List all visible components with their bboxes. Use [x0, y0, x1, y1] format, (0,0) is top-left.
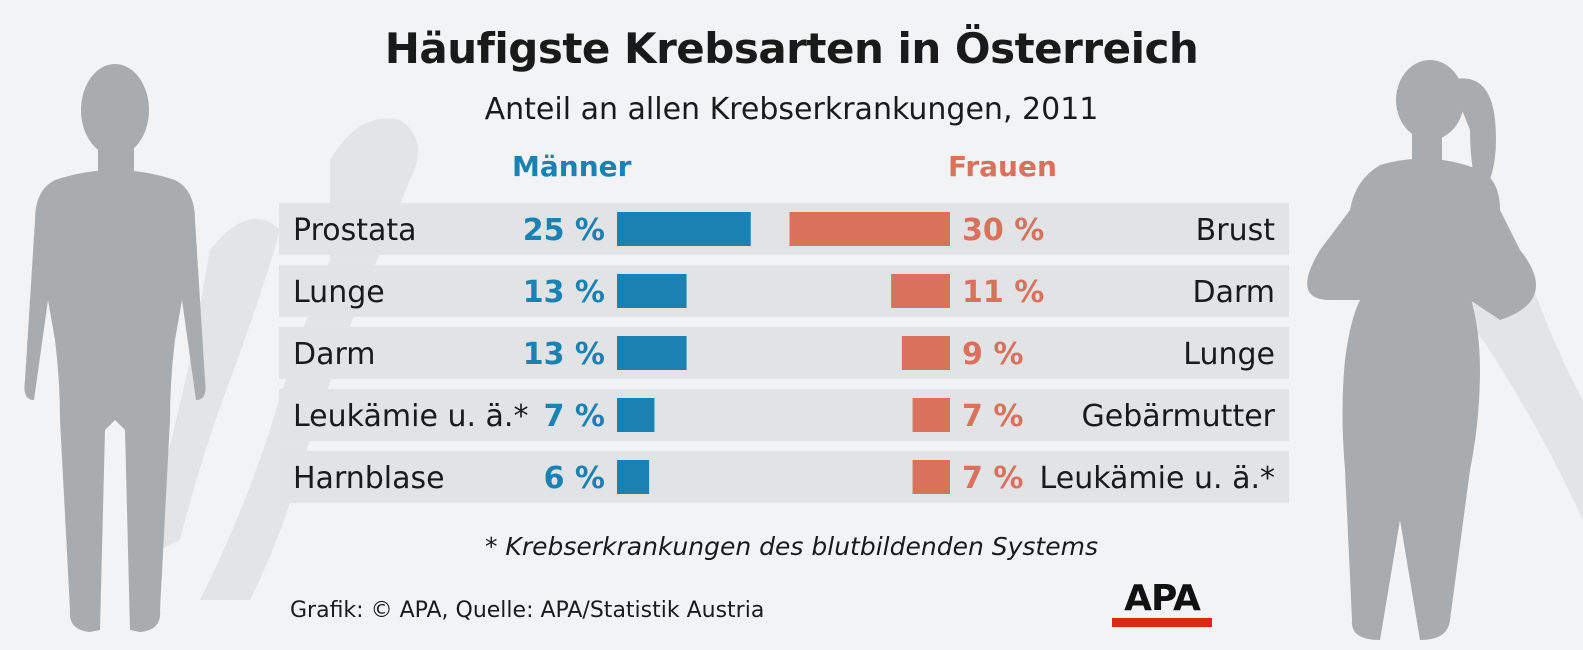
- apa-logo: APA: [1112, 578, 1212, 628]
- women-value-label: 9 %: [962, 337, 1023, 372]
- men-bar: [617, 460, 650, 494]
- men-group-label: Männer: [512, 150, 632, 183]
- women-value-label: 7 %: [962, 399, 1023, 434]
- women-bar: [901, 336, 950, 370]
- women-bar: [912, 460, 950, 494]
- men-value-label: 6 %: [544, 461, 605, 496]
- women-bar: [891, 274, 950, 308]
- row-band: [279, 203, 1289, 255]
- apa-logo-text: APA: [1124, 578, 1201, 619]
- apa-logo-bar: [1112, 618, 1212, 627]
- row-band: [279, 265, 1289, 317]
- women-bar: [912, 398, 950, 432]
- women-value-label: 11 %: [962, 275, 1044, 310]
- men-category-label: Darm: [293, 337, 376, 372]
- men-bar: [617, 336, 687, 370]
- men-bar: [617, 212, 751, 246]
- source-credit: Grafik: © APA, Quelle: APA/Statistik Aus…: [290, 598, 765, 623]
- women-category-label: Gebärmutter: [1082, 399, 1276, 434]
- women-category-label: Lunge: [1183, 337, 1275, 372]
- chart-title: Häufigste Krebsarten in Österreich: [384, 24, 1199, 73]
- women-value-label: 7 %: [962, 461, 1023, 496]
- women-category-label: Brust: [1196, 213, 1276, 248]
- row-band: [279, 327, 1289, 379]
- men-bar: [617, 274, 687, 308]
- women-group-label: Frauen: [948, 150, 1057, 183]
- men-bar: [617, 398, 655, 432]
- men-category-label: Prostata: [293, 213, 417, 248]
- chart-subtitle: Anteil an allen Krebserkrankungen, 2011: [484, 92, 1099, 127]
- man-silhouette: [24, 64, 206, 632]
- men-value-label: 13 %: [523, 337, 605, 372]
- row-band: [279, 389, 1289, 441]
- men-value-label: 13 %: [523, 275, 605, 310]
- woman-silhouette: [1307, 60, 1536, 641]
- women-category-label: Darm: [1192, 275, 1275, 310]
- women-bar: [789, 212, 950, 246]
- footnote: * Krebserkrankungen des blutbildenden Sy…: [484, 532, 1098, 561]
- men-value-label: 7 %: [544, 399, 605, 434]
- men-category-label: Leukämie u. ä.*: [293, 399, 528, 434]
- women-value-label: 30 %: [962, 213, 1044, 248]
- men-category-label: Harnblase: [293, 461, 445, 496]
- men-value-label: 25 %: [523, 213, 605, 248]
- men-category-label: Lunge: [293, 275, 385, 310]
- women-category-label: Leukämie u. ä.*: [1040, 461, 1275, 496]
- row-band: [279, 451, 1289, 503]
